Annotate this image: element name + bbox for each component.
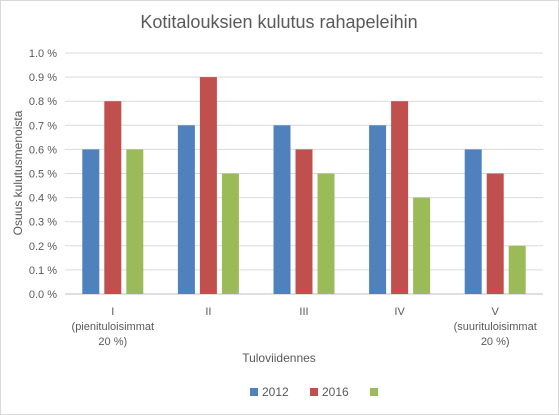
bar-2016-4	[486, 173, 504, 294]
y-tick-label: 0.7 %	[29, 120, 57, 132]
x-tick-label: 20 %)	[98, 336, 127, 348]
y-axis-ticks: 0.0 % 0.1 % 0.2 % 0.3 % 0.4 % 0.5 % 0.6 % 0.7 %…	[29, 48, 57, 301]
bar-2016-0	[104, 101, 122, 294]
x-tick-label: I	[111, 306, 114, 318]
bar-2016-1	[199, 77, 217, 294]
y-axis-title: Osuus kulutusmenoista	[11, 110, 25, 235]
bar-2016-2	[295, 149, 313, 294]
bar-2016-3	[391, 101, 409, 294]
x-tick-label: II	[205, 306, 211, 318]
legend-swatch	[370, 388, 378, 396]
y-tick-label: 0.8 %	[29, 96, 57, 108]
x-tick-label: (pienituloisimmat	[72, 321, 155, 333]
bars	[82, 77, 526, 294]
x-tick-label: III	[299, 306, 308, 318]
y-tick-label: 0.2 %	[29, 241, 57, 253]
bar-2012-1	[177, 125, 195, 294]
bar-series-3-2	[317, 173, 335, 294]
bar-2012-3	[369, 125, 387, 294]
y-tick-label: 0.4 %	[29, 193, 57, 205]
bar-series-3-4	[508, 245, 526, 294]
legend: 2012 2016	[250, 385, 378, 399]
y-tick-label: 1.0 %	[29, 48, 57, 60]
bar-series-3-1	[221, 173, 239, 294]
bar-series-3-3	[413, 197, 431, 294]
x-tick-label: (suurituloisimmat	[454, 321, 537, 333]
y-tick-label: 0.3 %	[29, 217, 57, 229]
bar-series-3-0	[126, 149, 144, 294]
bar-2012-0	[82, 149, 100, 294]
x-tick-label: V	[492, 306, 500, 318]
legend-label: 2012	[262, 385, 289, 399]
legend-swatch	[310, 388, 318, 396]
y-tick-label: 0.6 %	[29, 144, 57, 156]
x-axis-title: Tuloviidennes	[242, 351, 316, 365]
y-tick-label: 0.0 %	[29, 289, 57, 301]
bar-2012-4	[464, 149, 482, 294]
x-tick-label: IV	[394, 306, 405, 318]
y-tick-label: 0.1 %	[29, 265, 57, 277]
legend-label: 2016	[322, 385, 349, 399]
legend-swatch	[250, 388, 258, 396]
y-tick-label: 0.5 %	[29, 169, 57, 181]
y-tick-label: 0.9 %	[29, 72, 57, 84]
x-tick-label: 20 %)	[481, 336, 510, 348]
bar-2012-2	[273, 125, 291, 294]
chart-title: Kotitalouksien kulutus rahapeleihin	[140, 12, 417, 32]
